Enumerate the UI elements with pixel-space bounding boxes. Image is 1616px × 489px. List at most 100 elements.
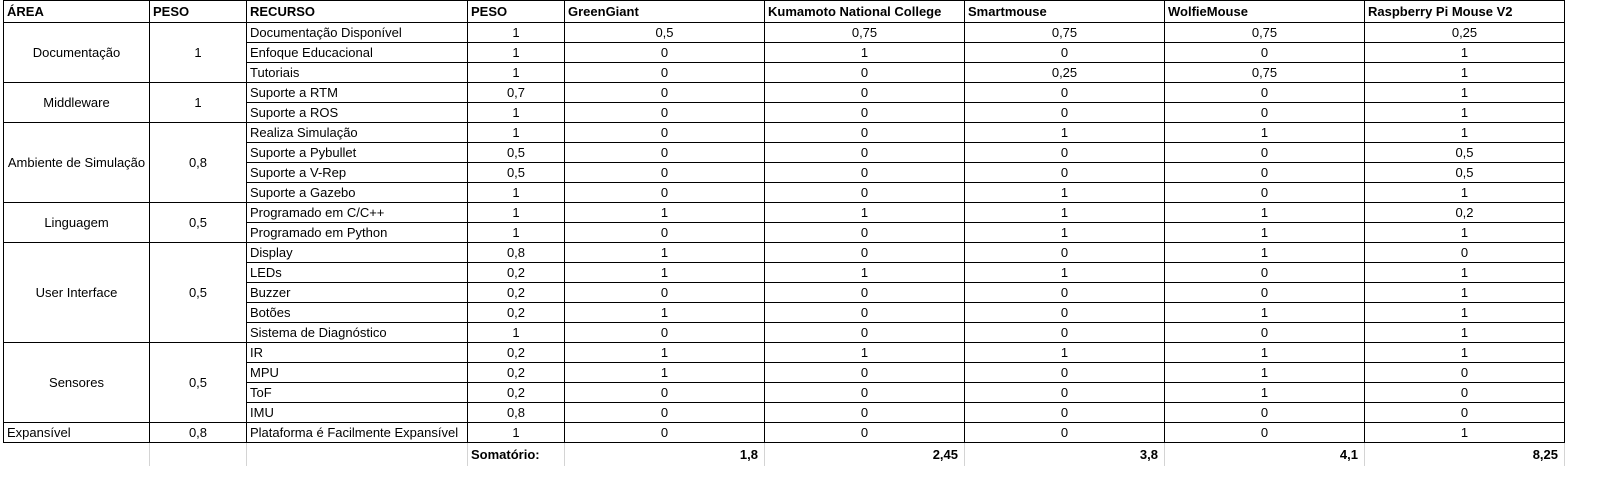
column-header[interactable]: GreenGiant [564, 0, 765, 23]
resource-cell[interactable]: Realiza Simulação [246, 122, 468, 143]
score-cell[interactable]: 0 [564, 402, 765, 423]
score-cell[interactable]: 0,25 [1364, 22, 1565, 43]
score-cell[interactable]: 1 [1164, 122, 1365, 143]
score-cell[interactable]: 1 [1164, 362, 1365, 383]
score-cell[interactable]: 0 [764, 402, 965, 423]
score-cell[interactable]: 1 [1364, 422, 1565, 443]
score-cell[interactable]: 0 [964, 282, 1165, 303]
resource-cell[interactable]: Enfoque Educacional [246, 42, 468, 63]
score-cell[interactable]: 0 [1164, 142, 1365, 163]
score-cell[interactable]: 0 [964, 42, 1165, 63]
area-cell[interactable]: Expansível [3, 422, 150, 443]
score-cell[interactable]: 0 [564, 142, 765, 163]
resource-cell[interactable]: Programado em Python [246, 222, 468, 243]
score-cell[interactable]: 1 [964, 262, 1165, 283]
empty-cell[interactable] [246, 442, 468, 466]
resource-weight-cell[interactable]: 0,7 [467, 82, 565, 103]
area-cell[interactable]: Documentação [3, 22, 150, 83]
area-cell[interactable]: Linguagem [3, 202, 150, 243]
score-cell[interactable]: 0 [1164, 402, 1365, 423]
total-cell[interactable]: 8,25 [1364, 442, 1565, 466]
score-cell[interactable]: 0 [764, 362, 965, 383]
score-cell[interactable]: 0 [564, 122, 765, 143]
score-cell[interactable]: 0 [1164, 42, 1365, 63]
area-cell[interactable]: Middleware [3, 82, 150, 123]
score-cell[interactable]: 0 [1364, 402, 1565, 423]
score-cell[interactable]: 1 [1364, 262, 1565, 283]
score-cell[interactable]: 0 [964, 242, 1165, 263]
score-cell[interactable]: 0 [564, 222, 765, 243]
column-header[interactable]: RECURSO [246, 0, 468, 23]
resource-cell[interactable]: Sistema de Diagnóstico [246, 322, 468, 343]
score-cell[interactable]: 0 [764, 382, 965, 403]
total-cell[interactable]: 4,1 [1164, 442, 1365, 466]
score-cell[interactable]: 0 [564, 182, 765, 203]
score-cell[interactable]: 1 [764, 42, 965, 63]
score-cell[interactable]: 1 [1164, 242, 1365, 263]
score-cell[interactable]: 0 [964, 142, 1165, 163]
resource-cell[interactable]: Botões [246, 302, 468, 323]
score-cell[interactable]: 1 [964, 342, 1165, 363]
score-cell[interactable]: 0 [964, 362, 1165, 383]
column-header[interactable]: ÁREA [3, 0, 150, 23]
resource-weight-cell[interactable]: 0,2 [467, 362, 565, 383]
score-cell[interactable]: 0 [764, 302, 965, 323]
resource-weight-cell[interactable]: 1 [467, 102, 565, 123]
score-cell[interactable]: 1 [564, 202, 765, 223]
resource-cell[interactable]: Programado em C/C++ [246, 202, 468, 223]
resource-cell[interactable]: Suporte a Pybullet [246, 142, 468, 163]
resource-cell[interactable]: Plataforma é Facilmente Expansível [246, 422, 468, 443]
score-cell[interactable]: 0,75 [1164, 22, 1365, 43]
score-cell[interactable]: 0 [964, 382, 1165, 403]
resource-weight-cell[interactable]: 0,2 [467, 262, 565, 283]
score-cell[interactable]: 1 [964, 222, 1165, 243]
score-cell[interactable]: 0,5 [1364, 142, 1565, 163]
score-cell[interactable]: 0 [764, 82, 965, 103]
score-cell[interactable]: 1 [1164, 382, 1365, 403]
column-header[interactable]: Kumamoto National College [764, 0, 965, 23]
score-cell[interactable]: 0,75 [1164, 62, 1365, 83]
resource-weight-cell[interactable]: 0,5 [467, 142, 565, 163]
empty-cell[interactable] [3, 442, 150, 466]
score-cell[interactable]: 1 [1164, 202, 1365, 223]
resource-cell[interactable]: Suporte a Gazebo [246, 182, 468, 203]
resource-weight-cell[interactable]: 1 [467, 222, 565, 243]
resource-cell[interactable]: Buzzer [246, 282, 468, 303]
score-cell[interactable]: 0 [1364, 242, 1565, 263]
score-cell[interactable]: 0 [1164, 162, 1365, 183]
score-cell[interactable]: 1 [564, 242, 765, 263]
score-cell[interactable]: 1 [964, 202, 1165, 223]
score-cell[interactable]: 1 [1364, 122, 1565, 143]
resource-weight-cell[interactable]: 1 [467, 322, 565, 343]
score-cell[interactable]: 0 [1364, 362, 1565, 383]
score-cell[interactable]: 1 [964, 182, 1165, 203]
score-cell[interactable]: 1 [564, 262, 765, 283]
score-cell[interactable]: 0 [564, 322, 765, 343]
score-cell[interactable]: 1 [564, 362, 765, 383]
resource-weight-cell[interactable]: 1 [467, 22, 565, 43]
score-cell[interactable]: 0,75 [964, 22, 1165, 43]
resource-cell[interactable]: Tutoriais [246, 62, 468, 83]
resource-weight-cell[interactable]: 1 [467, 202, 565, 223]
score-cell[interactable]: 0 [764, 242, 965, 263]
resource-cell[interactable]: ToF [246, 382, 468, 403]
score-cell[interactable]: 0 [764, 282, 965, 303]
score-cell[interactable]: 0 [764, 62, 965, 83]
column-header[interactable]: PESO [467, 0, 565, 23]
resource-weight-cell[interactable]: 0,2 [467, 282, 565, 303]
score-cell[interactable]: 0 [1164, 322, 1365, 343]
score-cell[interactable]: 0 [964, 82, 1165, 103]
score-cell[interactable]: 1 [1364, 102, 1565, 123]
score-cell[interactable]: 0 [964, 162, 1165, 183]
area-weight-cell[interactable]: 1 [149, 22, 247, 83]
score-cell[interactable]: 0 [764, 222, 965, 243]
area-cell[interactable]: User Interface [3, 242, 150, 343]
score-cell[interactable]: 0 [764, 182, 965, 203]
empty-cell[interactable] [149, 442, 247, 466]
score-cell[interactable]: 0 [764, 142, 965, 163]
score-cell[interactable]: 1 [964, 122, 1165, 143]
score-cell[interactable]: 0 [564, 62, 765, 83]
resource-cell[interactable]: LEDs [246, 262, 468, 283]
score-cell[interactable]: 1 [1364, 182, 1565, 203]
area-cell[interactable]: Sensores [3, 342, 150, 423]
